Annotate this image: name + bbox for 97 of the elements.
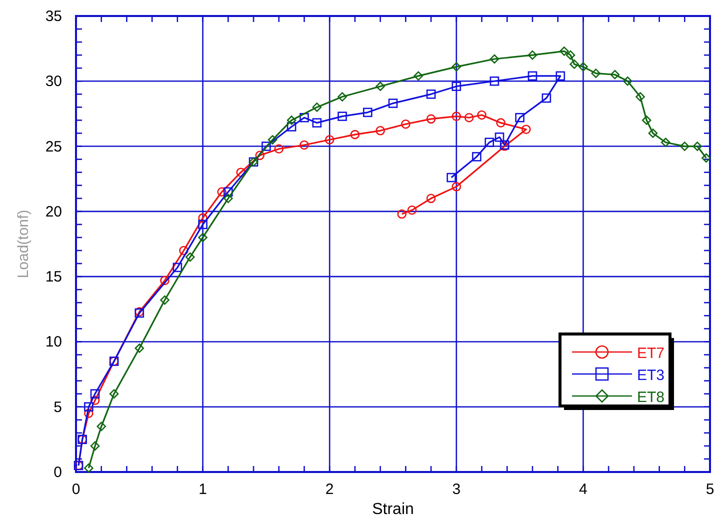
point bbox=[414, 71, 424, 81]
point bbox=[388, 98, 398, 108]
point bbox=[198, 213, 208, 223]
point bbox=[300, 140, 309, 150]
point bbox=[642, 116, 652, 125]
point bbox=[556, 71, 566, 81]
point bbox=[407, 205, 417, 215]
point bbox=[426, 194, 436, 204]
point bbox=[446, 172, 456, 182]
point bbox=[84, 463, 94, 473]
point bbox=[362, 108, 372, 118]
point bbox=[452, 62, 462, 72]
point bbox=[172, 262, 182, 272]
point bbox=[262, 142, 271, 151]
point bbox=[426, 90, 436, 99]
point bbox=[560, 46, 569, 56]
point bbox=[484, 138, 494, 148]
legend-label: ET8 bbox=[637, 389, 665, 406]
point bbox=[490, 54, 500, 64]
point bbox=[96, 422, 106, 432]
y-tick-label: 10 bbox=[45, 334, 62, 351]
point bbox=[90, 441, 100, 451]
point bbox=[528, 71, 538, 81]
y-tick-label: 35 bbox=[45, 8, 62, 25]
point bbox=[376, 126, 385, 136]
x-axis-title: Strain bbox=[372, 501, 414, 518]
legend-label: ET3 bbox=[637, 367, 665, 384]
point bbox=[397, 209, 407, 219]
point bbox=[255, 150, 265, 160]
legend-label: ET7 bbox=[637, 345, 665, 362]
point bbox=[217, 187, 226, 197]
point bbox=[477, 110, 486, 120]
point bbox=[286, 116, 296, 125]
point bbox=[160, 295, 170, 305]
x-tick-label: 1 bbox=[198, 481, 207, 498]
point bbox=[338, 112, 347, 121]
x-tick-label: 5 bbox=[706, 481, 714, 498]
point bbox=[350, 130, 360, 140]
y-tick-label: 20 bbox=[45, 203, 62, 220]
point bbox=[680, 142, 690, 151]
point bbox=[472, 152, 482, 162]
x-tick-label: 4 bbox=[579, 481, 588, 498]
point bbox=[90, 389, 100, 398]
point bbox=[496, 118, 506, 128]
point bbox=[566, 50, 576, 60]
y-tick-label: 5 bbox=[54, 398, 62, 416]
point bbox=[528, 50, 538, 60]
y-tick-label: 0 bbox=[54, 464, 62, 481]
point bbox=[570, 60, 579, 69]
point bbox=[521, 124, 531, 134]
point bbox=[452, 112, 462, 121]
point bbox=[376, 82, 385, 92]
x-tick-label: 0 bbox=[72, 481, 80, 498]
point bbox=[490, 76, 500, 86]
point bbox=[702, 153, 711, 163]
point bbox=[185, 252, 195, 262]
x-tick-label: 2 bbox=[325, 481, 334, 498]
point bbox=[90, 396, 100, 405]
point bbox=[648, 128, 658, 138]
point bbox=[692, 142, 702, 151]
point bbox=[84, 402, 94, 412]
point bbox=[542, 93, 552, 103]
point bbox=[591, 68, 601, 78]
point bbox=[338, 92, 347, 102]
point bbox=[198, 220, 208, 230]
point bbox=[312, 118, 322, 128]
y-axis-title: Load(tonf) bbox=[15, 210, 32, 278]
point bbox=[578, 62, 588, 72]
point bbox=[636, 92, 645, 102]
y-tick-label: 25 bbox=[45, 138, 62, 156]
point bbox=[224, 194, 233, 204]
point bbox=[464, 112, 474, 122]
point bbox=[224, 187, 233, 197]
point bbox=[274, 144, 284, 154]
point bbox=[179, 246, 188, 256]
point bbox=[312, 102, 322, 112]
point bbox=[515, 112, 524, 122]
point bbox=[84, 408, 94, 418]
point bbox=[324, 135, 334, 144]
point bbox=[401, 119, 410, 129]
point bbox=[622, 76, 632, 86]
y-tick-label: 15 bbox=[45, 268, 62, 286]
point bbox=[109, 389, 119, 398]
point bbox=[160, 276, 170, 286]
point bbox=[300, 112, 309, 122]
point bbox=[610, 70, 620, 80]
y-tick-label: 30 bbox=[45, 73, 62, 90]
x-tick-label: 3 bbox=[452, 481, 461, 498]
point bbox=[134, 344, 144, 353]
point bbox=[452, 182, 462, 192]
point bbox=[426, 114, 436, 124]
point bbox=[268, 135, 278, 144]
point bbox=[286, 122, 296, 132]
point bbox=[452, 82, 462, 92]
point bbox=[660, 138, 670, 148]
point bbox=[198, 232, 208, 242]
point bbox=[494, 132, 504, 142]
